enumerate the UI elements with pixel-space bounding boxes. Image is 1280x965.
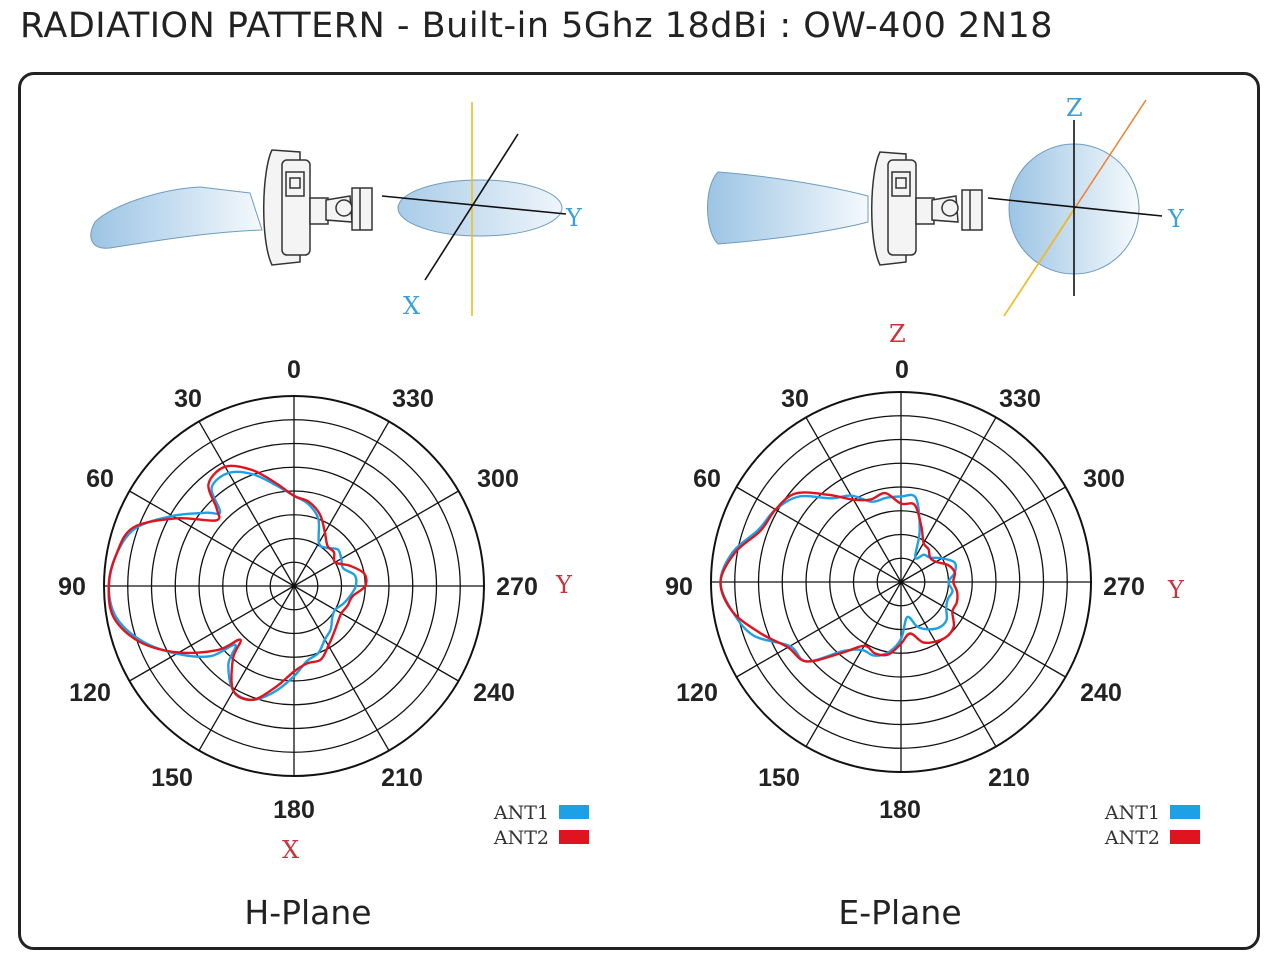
e-legend: ANT1 ANT2	[1104, 802, 1200, 849]
e-axis-right-label: Y	[1167, 576, 1185, 604]
e-plane-illustration: Z Y	[707, 94, 1185, 317]
e-angle-90: 90	[665, 573, 693, 601]
e-polar-series	[719, 491, 959, 663]
h-angle-0: 0	[287, 356, 301, 384]
e-angle-60: 60	[693, 465, 721, 493]
figure-frame	[18, 72, 1260, 950]
h-illus-x-label: X	[403, 292, 420, 320]
h-legend-ant2-swatch	[559, 830, 589, 844]
e-angle-270: 270	[1103, 573, 1145, 601]
e-polar-grid	[710, 391, 1092, 773]
e-angle-180: 180	[879, 796, 921, 824]
e-plane-name: E-Plane	[838, 893, 961, 932]
h-pattern-disc	[397, 179, 563, 237]
h-spoke	[293, 490, 459, 587]
h-spoke	[293, 585, 390, 751]
e-plane-chart: Z 0 30 60 90 120 150 180 210 240 270 300…	[665, 320, 1200, 932]
h-polar-grid	[103, 395, 485, 777]
e-angle-150: 150	[758, 764, 800, 792]
h-plane-chart: 0 30 60 90 120 150 180 210 240 270 300 3…	[58, 356, 589, 932]
e-angle-300: 300	[1083, 465, 1125, 493]
e-antenna-device	[871, 151, 983, 266]
h-angle-60: 60	[86, 465, 114, 493]
e-angle-210: 210	[988, 764, 1030, 792]
h-axis-right-label: Y	[555, 571, 573, 599]
e-illus-y-label: Y	[1167, 205, 1185, 233]
h-spoke	[293, 421, 390, 587]
h-beam-lobe	[90, 186, 263, 249]
h-legend: ANT1 ANT2	[493, 802, 589, 849]
h-plane-name: H-Plane	[244, 893, 371, 932]
e-axis-y	[987, 197, 1163, 217]
h-angle-300: 300	[477, 465, 519, 493]
h-illus-y-label: Y	[565, 204, 583, 232]
h-angle-90: 90	[58, 573, 86, 601]
e-spoke	[900, 417, 997, 583]
e-spoke	[900, 486, 1066, 583]
h-legend-ant1: ANT1	[493, 802, 549, 824]
h-antenna-device	[263, 149, 373, 266]
h-series-ant2	[107, 464, 368, 702]
h-legend-ant1-swatch	[559, 805, 589, 819]
h-axis-y	[381, 195, 567, 215]
e-spoke	[736, 486, 902, 583]
e-axis-diagonal-lower	[1003, 208, 1075, 317]
h-axis-x	[424, 133, 519, 281]
e-beam-lobe	[707, 171, 869, 245]
e-spoke	[900, 581, 1066, 678]
e-legend-ant2: ANT2	[1104, 827, 1160, 849]
e-series-ant2	[719, 491, 959, 663]
h-spoke	[293, 585, 459, 682]
h-polar-series	[107, 464, 368, 702]
h-angle-240: 240	[473, 679, 515, 707]
e-angle-0: 0	[895, 356, 909, 384]
e-illus-z-label: Z	[1066, 94, 1083, 122]
e-spoke	[736, 581, 902, 678]
h-angle-30: 30	[174, 385, 202, 413]
e-legend-ant1: ANT1	[1104, 802, 1160, 824]
e-spoke	[805, 581, 902, 747]
h-legend-ant2: ANT2	[493, 827, 549, 849]
page-title: RADIATION PATTERN - Built-in 5Ghz 18dBi …	[20, 6, 1054, 46]
h-spoke	[198, 421, 295, 587]
h-angle-180: 180	[273, 796, 315, 824]
e-legend-ant1-swatch	[1170, 805, 1200, 819]
h-spoke	[129, 585, 295, 682]
h-angle-270: 270	[496, 573, 538, 601]
e-spoke	[900, 581, 997, 747]
e-angle-330: 330	[999, 385, 1041, 413]
h-angle-210: 210	[381, 764, 423, 792]
h-angle-330: 330	[392, 385, 434, 413]
e-axis-top-label: Z	[889, 320, 906, 348]
h-spoke	[198, 585, 295, 751]
h-spoke	[129, 490, 295, 587]
e-legend-ant2-swatch	[1170, 830, 1200, 844]
h-angle-150: 150	[151, 764, 193, 792]
h-plane-illustration: Y X	[90, 102, 583, 320]
h-series-ant1	[107, 470, 358, 702]
e-angle-30: 30	[781, 385, 809, 413]
e-angle-240: 240	[1080, 679, 1122, 707]
e-angle-120: 120	[676, 679, 718, 707]
h-angle-120: 120	[69, 679, 111, 707]
h-axis-bottom-label: X	[282, 836, 299, 864]
